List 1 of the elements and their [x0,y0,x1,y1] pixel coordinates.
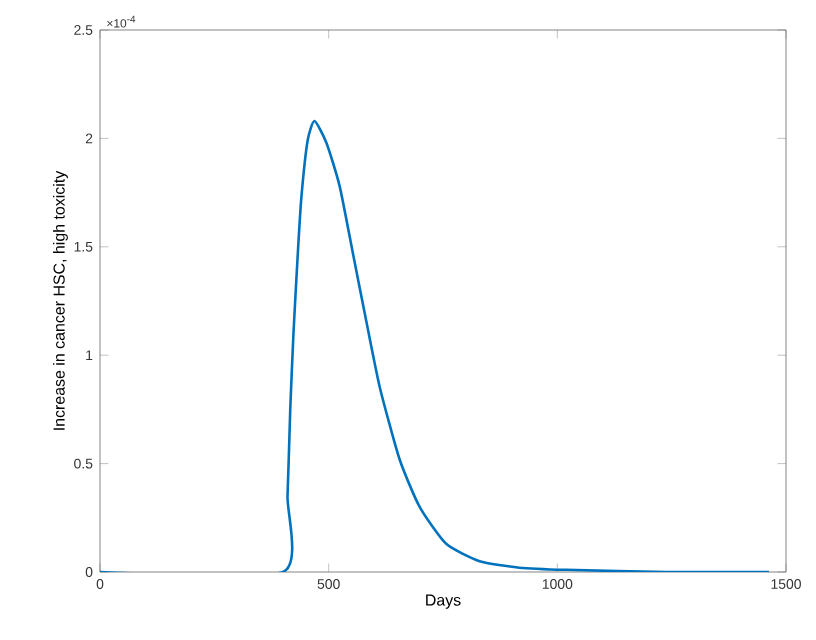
line-series [100,119,771,572]
